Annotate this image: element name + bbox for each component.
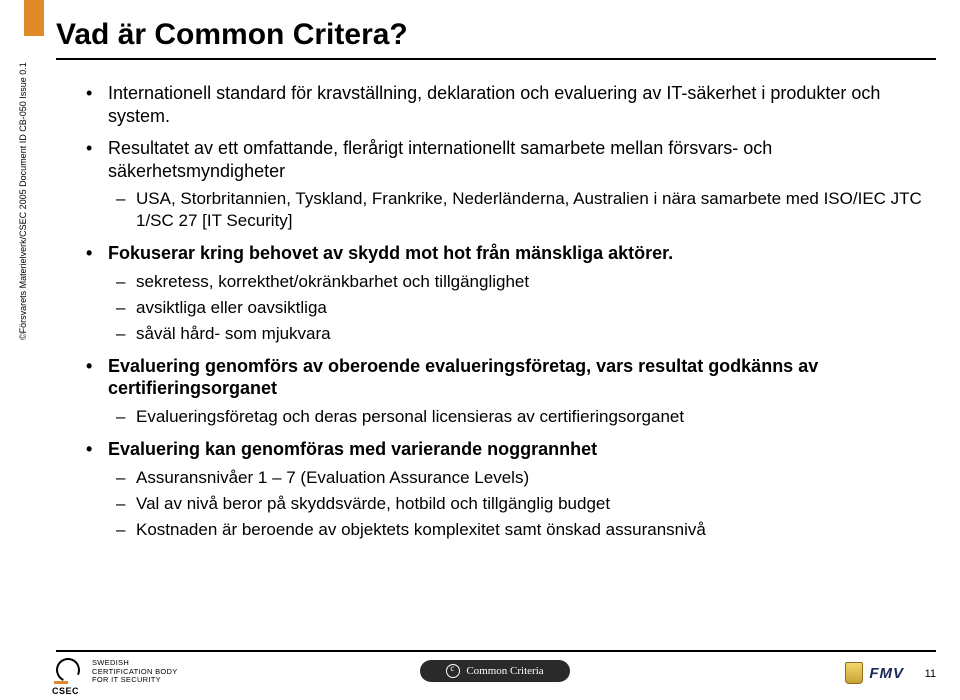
fmv-text: FMV bbox=[869, 665, 904, 682]
csec-label: CSEC bbox=[52, 686, 79, 696]
sub-bullet-item: USA, Storbritannien, Tyskland, Frankrike… bbox=[136, 188, 936, 232]
csec-text: SWEDISH CERTIFICATION BODY FOR IT SECURI… bbox=[92, 659, 178, 685]
accent-tab bbox=[24, 0, 44, 36]
sub-bullet-item: Kostnaden är beroende av objektets kompl… bbox=[136, 519, 936, 541]
bullet-text: Evaluering kan genomföras med varierande… bbox=[108, 439, 597, 459]
csec-line: FOR IT SECURITY bbox=[92, 676, 178, 685]
sub-bullet-item: sekretess, korrekthet/okränkbarhet och t… bbox=[136, 271, 936, 293]
sub-bullet-list: Assuransnivåer 1 – 7 (Evaluation Assuran… bbox=[108, 467, 936, 541]
sub-bullet-list: sekretess, korrekthet/okränkbarhet och t… bbox=[108, 271, 936, 345]
bullet-text: Evaluering genomförs av oberoende evalue… bbox=[108, 356, 818, 399]
bullet-item: Resultatet av ett omfattande, flerårigt … bbox=[108, 137, 936, 232]
page-number: 11 bbox=[925, 668, 936, 680]
sub-bullet-list: Evalueringsföretag och deras personal li… bbox=[108, 406, 936, 428]
bullet-text: Internationell standard för kravställnin… bbox=[108, 83, 880, 126]
bullet-item: Fokuserar kring behovet av skydd mot hot… bbox=[108, 242, 936, 345]
sub-bullet-item: Evalueringsföretag och deras personal li… bbox=[136, 406, 936, 428]
sub-bullet-item: Assuransnivåer 1 – 7 (Evaluation Assuran… bbox=[136, 467, 936, 489]
bullet-list: Internationell standard för kravställnin… bbox=[56, 82, 936, 541]
sub-bullet-item: Val av nivå beror på skyddsvärde, hotbil… bbox=[136, 493, 936, 515]
footer: SWEDISH CERTIFICATION BODY FOR IT SECURI… bbox=[0, 650, 960, 700]
sub-bullet-list: USA, Storbritannien, Tyskland, Frankrike… bbox=[108, 188, 936, 232]
common-criteria-badge: Common Criteria bbox=[420, 660, 570, 682]
slide-content: Vad är Common Critera? Internationell st… bbox=[56, 18, 936, 551]
bullet-item: Evaluering kan genomföras med varierande… bbox=[108, 438, 936, 541]
copyright-vertical: ©Försvarets Materielverk/CSEC 2005 Docum… bbox=[18, 62, 28, 340]
csec-logo: SWEDISH CERTIFICATION BODY FOR IT SECURI… bbox=[56, 658, 178, 686]
bullet-text: Fokuserar kring behovet av skydd mot hot… bbox=[108, 243, 673, 263]
csec-icon bbox=[56, 658, 84, 686]
page-title: Vad är Common Critera? bbox=[56, 18, 936, 52]
cc-badge-text: Common Criteria bbox=[466, 665, 543, 677]
fmv-crest-icon bbox=[845, 662, 863, 684]
sub-bullet-item: avsiktliga eller oavsiktliga bbox=[136, 297, 936, 319]
cc-ring-icon bbox=[446, 664, 460, 678]
bullet-text: Resultatet av ett omfattande, flerårigt … bbox=[108, 138, 772, 181]
footer-rule bbox=[56, 650, 936, 652]
bullet-item: Evaluering genomförs av oberoende evalue… bbox=[108, 355, 936, 428]
bullet-item: Internationell standard för kravställnin… bbox=[108, 82, 936, 127]
fmv-logo: FMV bbox=[845, 662, 904, 684]
sub-bullet-item: såväl hård- som mjukvara bbox=[136, 323, 936, 345]
title-underline bbox=[56, 58, 936, 60]
